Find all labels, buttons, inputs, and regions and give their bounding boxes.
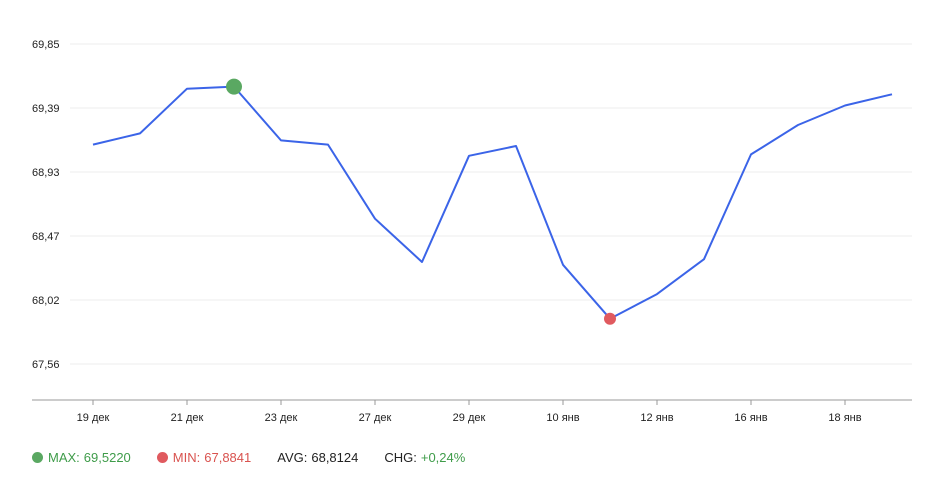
max-dot-icon [32, 452, 43, 463]
min-label: MIN: [172, 450, 201, 465]
x-tick-label: 12 янв [640, 412, 673, 424]
axes: 69,85 69,39 68,93 68,47 68,02 67,56 19 дек 21 д… [32, 39, 912, 424]
y-tick-label: 68,93 [32, 167, 60, 179]
legend-min: MIN: 67,8841 [156, 450, 252, 465]
x-tick-label: 21 дек [171, 412, 204, 424]
min-point-marker [604, 312, 616, 325]
chg-label: CHG: [384, 450, 417, 465]
legend-avg: AVG: 68,8124 [277, 450, 358, 465]
stats-legend: MAX: 69,5220 MIN: 67,8841 AVG: 68,8124 CHG:… [32, 450, 491, 465]
markers [226, 78, 616, 325]
chg-value: +0,24% [420, 450, 466, 465]
series-line [92, 85, 893, 320]
line-chart: 69,85 69,39 68,93 68,47 68,02 67,56 19 дек 21 д… [32, 39, 912, 424]
y-tick-label: 68,02 [32, 295, 60, 307]
x-tick-label: 19 дек [77, 412, 110, 424]
x-tick-label: 27 дек [359, 412, 392, 424]
max-label: MAX: [48, 450, 80, 465]
min-value: 67,8841 [204, 450, 252, 465]
y-tick-label: 69,85 [32, 39, 60, 51]
max-value: 69,5220 [83, 450, 131, 465]
max-point-marker [226, 78, 242, 95]
avg-label: AVG: [277, 450, 308, 465]
x-tick-label: 10 янв [546, 412, 579, 424]
grid [70, 43, 912, 365]
x-tick-label: 16 янв [734, 412, 767, 424]
avg-value: 68,8124 [311, 450, 359, 465]
x-tick-label: 29 дек [453, 412, 486, 424]
min-dot-icon [156, 452, 168, 463]
y-tick-label: 67,56 [32, 359, 60, 371]
x-tick-label: 23 дек [265, 412, 298, 424]
legend-max: MAX: 69,5220 [32, 450, 131, 465]
series-layer [92, 85, 893, 320]
x-tick-label: 18 янв [828, 412, 861, 424]
y-tick-label: 68,47 [32, 231, 60, 243]
legend-chg: CHG: +0,24% [384, 450, 465, 465]
y-tick-label: 69,39 [32, 103, 60, 115]
